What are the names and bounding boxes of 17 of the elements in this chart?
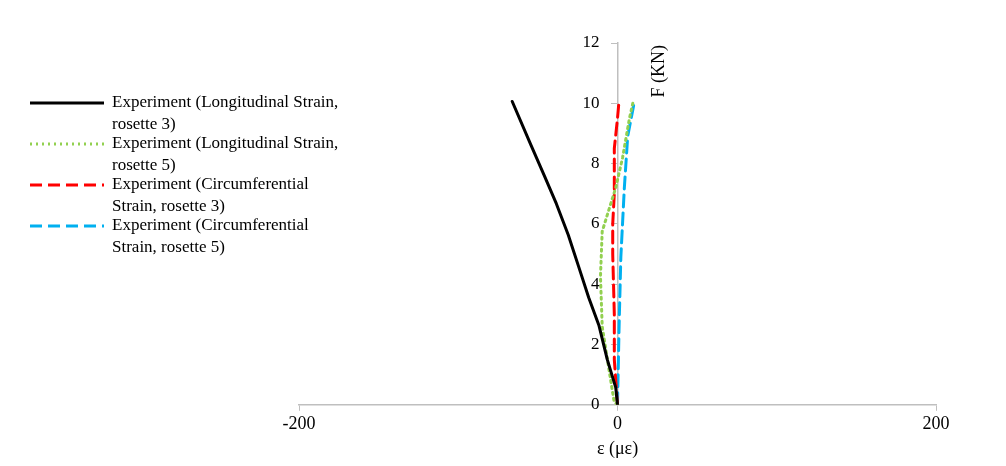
y-tick-label: 6: [591, 213, 600, 233]
y-tick-label: 10: [582, 92, 600, 112]
line-series: [598, 101, 635, 405]
legend-label: Experiment (Circumferential Strain, rosette 3): [112, 174, 310, 216]
legend-label: Experiment (Circumferential Strain, rosette 5): [112, 215, 310, 257]
y-axis-title: F (KN): [648, 45, 670, 98]
y-tick-label: 12: [582, 32, 600, 52]
x-tick-label: 200: [922, 413, 950, 434]
y-tick-label: 8: [591, 153, 600, 173]
legend-label: Experiment (Longitudinal Strain, rosette 3): [112, 92, 339, 134]
legend-label: Experiment (Longitudinal Strain, rosette 5): [112, 133, 339, 175]
y-tick-label: 0: [591, 394, 600, 414]
y-tick-label: 2: [591, 333, 600, 353]
x-tick-label: 0: [613, 413, 622, 434]
x-tick-label: -200: [282, 413, 316, 434]
y-tick-label: 4: [591, 273, 600, 293]
x-axis-title: ε (με): [596, 437, 639, 459]
